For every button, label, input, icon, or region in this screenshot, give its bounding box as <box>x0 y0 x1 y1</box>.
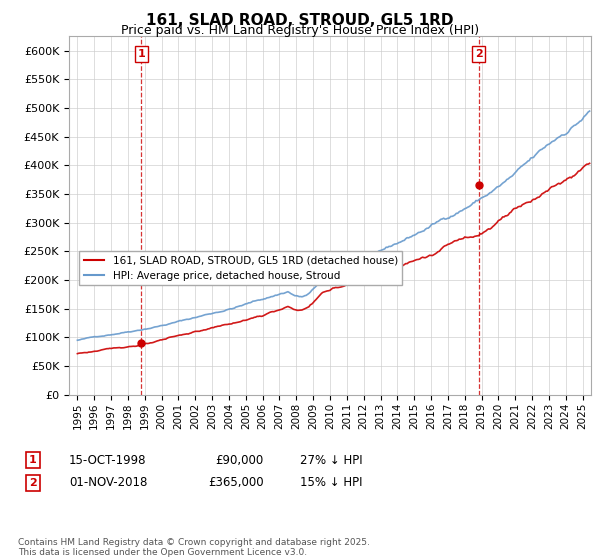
Text: 161, SLAD ROAD, STROUD, GL5 1RD: 161, SLAD ROAD, STROUD, GL5 1RD <box>146 13 454 28</box>
Text: £365,000: £365,000 <box>208 476 264 489</box>
Text: 01-NOV-2018: 01-NOV-2018 <box>69 476 148 489</box>
Text: 15% ↓ HPI: 15% ↓ HPI <box>300 476 362 489</box>
Text: 2: 2 <box>29 478 37 488</box>
Text: 27% ↓ HPI: 27% ↓ HPI <box>300 454 362 467</box>
Text: 1: 1 <box>137 49 145 59</box>
Text: Price paid vs. HM Land Registry's House Price Index (HPI): Price paid vs. HM Land Registry's House … <box>121 24 479 37</box>
Text: 2: 2 <box>475 49 482 59</box>
Legend: 161, SLAD ROAD, STROUD, GL5 1RD (detached house), HPI: Average price, detached h: 161, SLAD ROAD, STROUD, GL5 1RD (detache… <box>79 251 402 285</box>
Text: 1: 1 <box>29 455 37 465</box>
Text: Contains HM Land Registry data © Crown copyright and database right 2025.
This d: Contains HM Land Registry data © Crown c… <box>18 538 370 557</box>
Text: £90,000: £90,000 <box>216 454 264 467</box>
Text: 15-OCT-1998: 15-OCT-1998 <box>69 454 146 467</box>
